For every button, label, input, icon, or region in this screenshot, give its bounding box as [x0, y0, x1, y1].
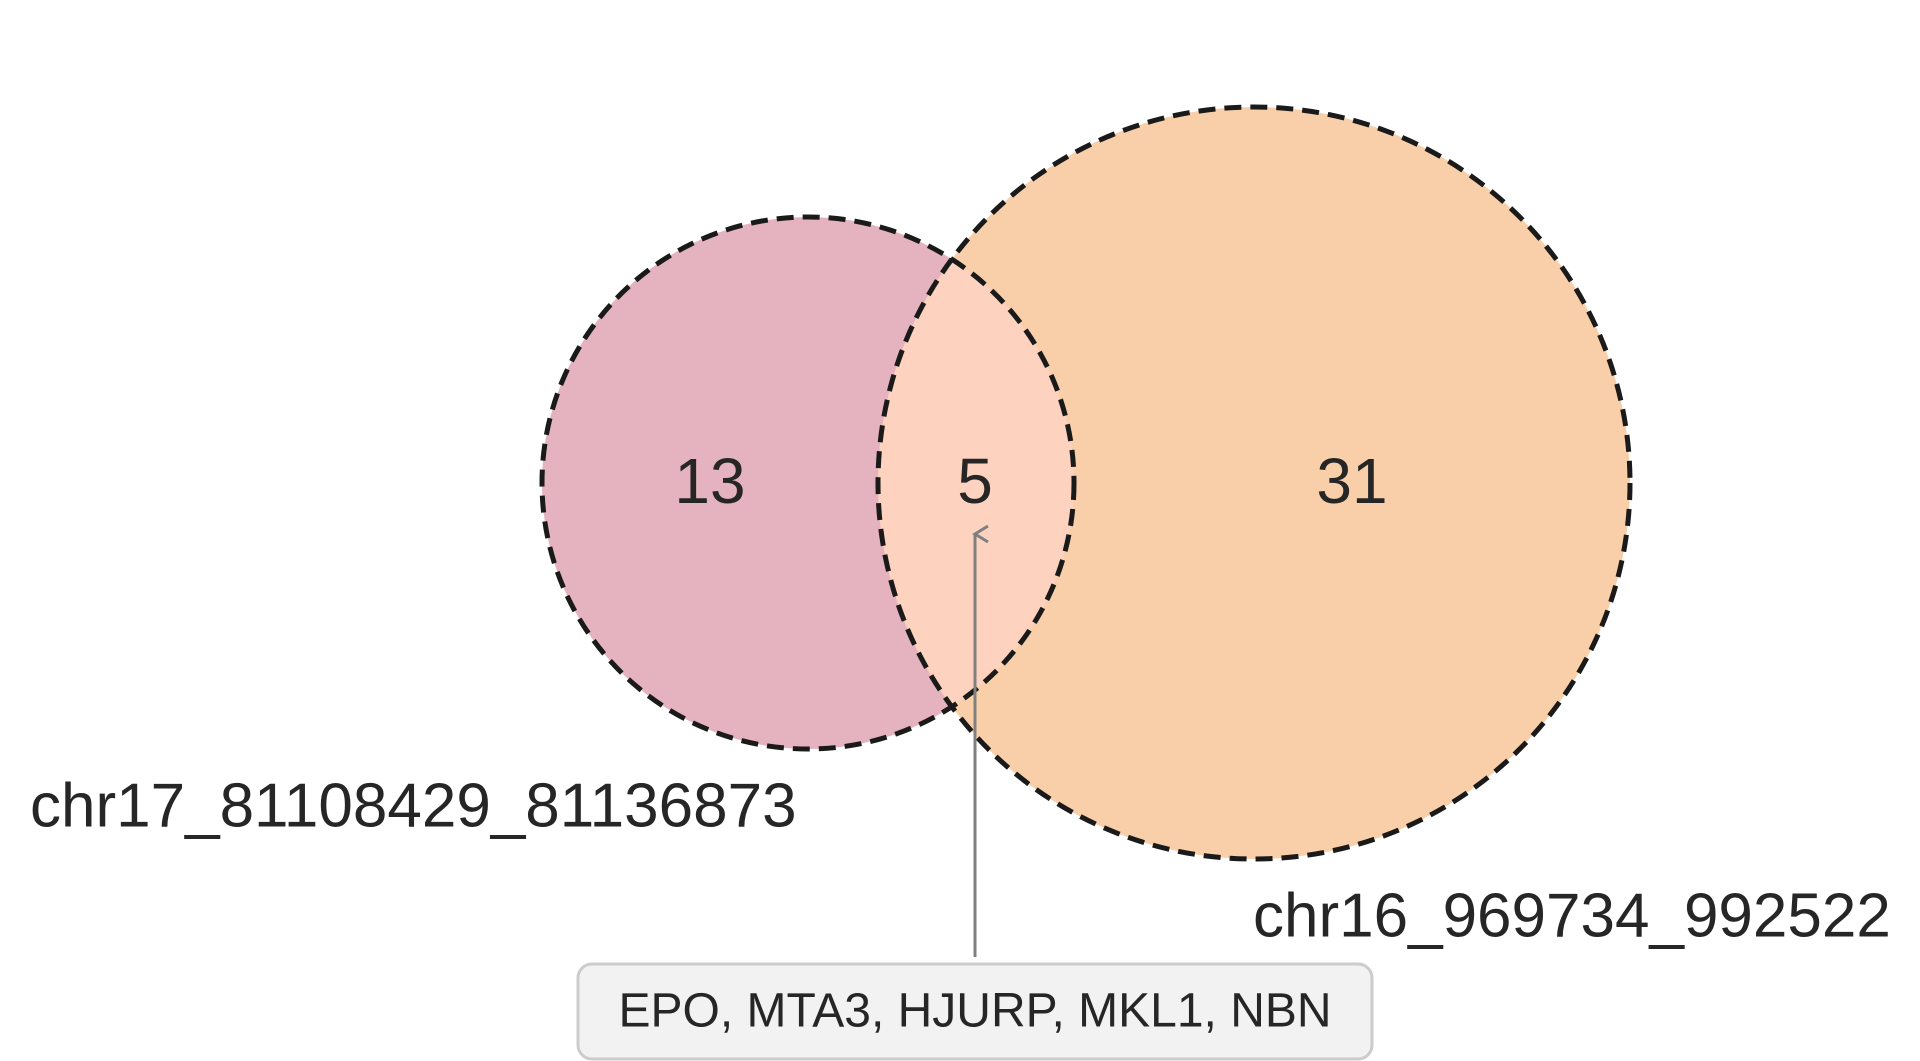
annotation-genes-text: EPO, MTA3, HJURP, MKL1, NBN [618, 985, 1331, 1038]
annotation-box [576, 962, 1374, 1061]
set-a-outline [539, 214, 1077, 752]
set-a-only-count: 13 [674, 445, 745, 517]
set-b-outline [875, 104, 1633, 862]
intersection-count: 5 [957, 445, 993, 517]
set-a-label: chr17_81108429_81136873 [30, 771, 797, 840]
set-b-only-count: 31 [1316, 445, 1387, 517]
set-b-label: chr16_969734_992522 [1253, 881, 1891, 950]
set-b-circle [878, 107, 1630, 859]
